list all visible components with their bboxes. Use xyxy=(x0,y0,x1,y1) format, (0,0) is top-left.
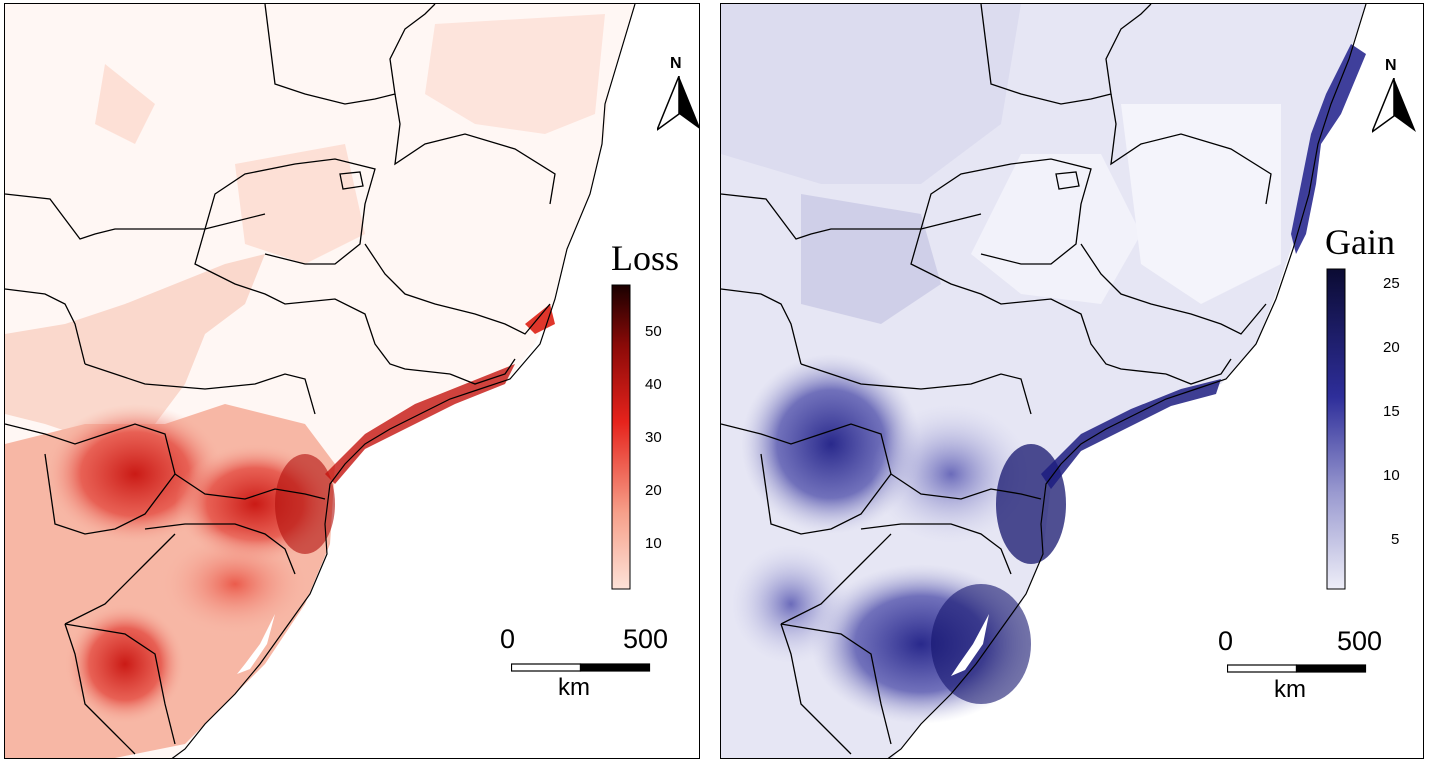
legend-title: Gain xyxy=(1325,222,1395,262)
gain-map-panel: N Gain 25 20 15 10 5 0 500 km xyxy=(720,3,1424,759)
light-gain-zone xyxy=(801,194,941,324)
colorbar-tick: 10 xyxy=(1383,467,1400,484)
light-loss-zone xyxy=(425,14,605,134)
north-arrow-icon xyxy=(1372,78,1416,133)
loss-map xyxy=(5,4,636,758)
hot-zone xyxy=(871,404,1031,544)
colorbar-tick: 20 xyxy=(1383,339,1400,356)
hot-zone xyxy=(275,454,335,554)
scale-unit: km xyxy=(1274,676,1306,703)
light-gain-zone xyxy=(971,154,1141,304)
scale-end: 500 xyxy=(623,624,669,654)
coastline xyxy=(887,4,1367,758)
colorbar-tick: 20 xyxy=(645,482,662,499)
hot-zone xyxy=(65,604,185,724)
north-arrow-icon xyxy=(657,76,699,131)
loss-map-panel: N Loss 50 40 30 20 10 0 500 km xyxy=(4,3,700,759)
north-label: N xyxy=(1385,57,1397,74)
light-gain-zone xyxy=(1121,104,1281,304)
coastline xyxy=(171,4,636,758)
scale-unit: km xyxy=(558,674,590,701)
coastal-loss-strip xyxy=(325,364,515,484)
scale-start: 0 xyxy=(1218,626,1234,656)
gain-map xyxy=(721,4,1367,758)
scale-bar xyxy=(1227,664,1367,673)
north-label: N xyxy=(670,55,682,72)
colorbar-tick: 5 xyxy=(1391,531,1400,548)
coastal-gain-strip xyxy=(1041,379,1221,489)
colorbar-tick: 15 xyxy=(1383,403,1400,420)
coastal-loss-strip xyxy=(525,304,555,334)
scale-end: 500 xyxy=(1337,626,1383,656)
colorbar xyxy=(1326,268,1346,590)
hot-zone xyxy=(155,529,315,639)
scale-bar xyxy=(511,663,651,672)
colorbar xyxy=(611,284,631,590)
legend-title: Loss xyxy=(611,238,680,278)
colorbar-tick: 40 xyxy=(645,376,662,393)
light-loss-zone xyxy=(5,254,265,444)
state-borders xyxy=(5,4,556,755)
scale-start: 0 xyxy=(500,624,516,654)
colorbar-tick: 10 xyxy=(645,535,662,552)
light-loss-zone xyxy=(95,64,155,144)
colorbar-tick: 25 xyxy=(1383,275,1400,292)
state-borders xyxy=(721,4,1272,755)
hot-zone xyxy=(731,544,851,664)
light-loss-zone xyxy=(235,144,365,264)
colorbar-tick: 50 xyxy=(645,323,662,340)
lagoon xyxy=(951,614,989,676)
coastal-gain-strip xyxy=(1291,44,1366,254)
light-gain-zone xyxy=(721,4,1021,184)
colorbar-tick: 30 xyxy=(645,429,662,446)
